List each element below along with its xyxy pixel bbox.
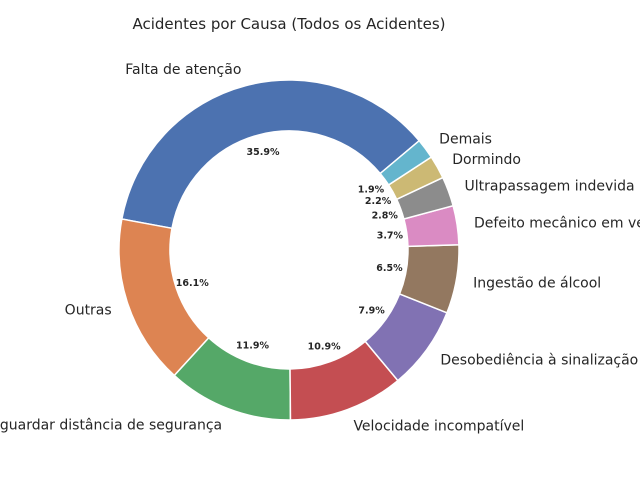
slice-falta-de-atencao bbox=[120, 79, 421, 230]
label-ultrapassagem-indevida: Ultrapassagem indevida bbox=[465, 179, 635, 195]
label-dormindo: Dormindo bbox=[452, 152, 521, 168]
label-demais: Demais bbox=[439, 132, 492, 148]
chart-title: Acidentes por Causa (Todos os Acidentes) bbox=[132, 15, 445, 33]
slice-demais bbox=[379, 139, 433, 186]
value-label-ultrapassagem-indevida: 2.8% bbox=[372, 210, 399, 221]
labels-group: Falta de atenção 35.9% Outras 16.1% Não guar… bbox=[0, 62, 640, 434]
value-label-falta-de-atencao: 35.9% bbox=[247, 147, 280, 158]
value-label-ingestao-de-alcool: 6.5% bbox=[376, 263, 403, 274]
value-label-desobediencia-a-sinalizacao: 7.9% bbox=[358, 305, 385, 316]
value-label-dormindo: 2.2% bbox=[365, 196, 392, 207]
label-defeito-mecanico-em-veiculo: Defeito mecânico em veículo bbox=[474, 216, 640, 232]
value-label-defeito-mecanico-em-veiculo: 3.7% bbox=[377, 231, 404, 242]
label-outras: Outras bbox=[65, 302, 112, 318]
label-falta-de-atencao: Falta de atenção bbox=[125, 62, 241, 78]
label-desobediencia-a-sinalizacao: Desobediência à sinalização bbox=[440, 353, 638, 369]
label-velocidade-incompativel: Velocidade incompatível bbox=[353, 419, 524, 435]
value-label-velocidade-incompativel: 10.9% bbox=[308, 341, 341, 352]
value-label-demais: 1.9% bbox=[358, 185, 385, 196]
label-ingestao-de-alcool: Ingestão de álcool bbox=[473, 275, 601, 291]
value-label-outras: 16.1% bbox=[176, 278, 209, 289]
slices-group bbox=[118, 79, 460, 421]
label-nao-guardar-distancia-de-seguranca: Não guardar distância de segurança bbox=[0, 418, 222, 434]
value-label-nao-guardar-distancia-de-seguranca: 11.9% bbox=[236, 341, 269, 352]
